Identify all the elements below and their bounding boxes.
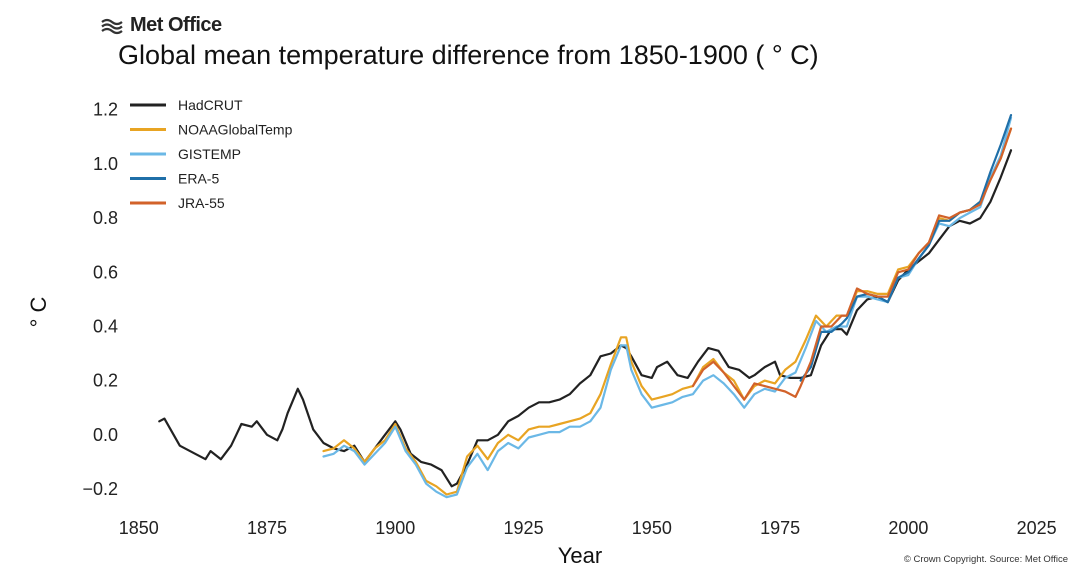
series-line-jra-55 bbox=[691, 127, 1013, 401]
x-tick-label: 1975 bbox=[760, 518, 800, 538]
x-tick-label: 1925 bbox=[504, 518, 544, 538]
legend-label: GISTEMP bbox=[178, 146, 241, 162]
y-tick-label: 1.2 bbox=[93, 100, 118, 120]
y-tick-label: 0.6 bbox=[93, 262, 118, 282]
series-line-noaaglobaltemp bbox=[322, 127, 1013, 496]
series-line-hadcrut bbox=[158, 149, 1013, 488]
y-tick-label: 0.2 bbox=[93, 371, 118, 391]
x-tick-label: 1875 bbox=[247, 518, 287, 538]
met-office-logo: Met Office bbox=[100, 14, 222, 37]
legend-label: NOAAGlobalTemp bbox=[178, 122, 293, 138]
copyright-note: © Crown Copyright. Source: Met Office bbox=[903, 554, 1068, 565]
y-tick-label: 0.4 bbox=[93, 316, 118, 336]
met-office-wave-icon bbox=[101, 18, 123, 34]
series-line-gistemp bbox=[322, 116, 1013, 499]
y-tick-label: 0.8 bbox=[93, 208, 118, 228]
x-tick-label: 1850 bbox=[119, 518, 159, 538]
y-axis-title: ° C bbox=[26, 296, 51, 327]
chart-title: Global mean temperature difference from … bbox=[118, 40, 819, 70]
series-line-era-5 bbox=[799, 113, 1013, 382]
legend-label: JRA-55 bbox=[178, 195, 225, 211]
legend-label: ERA-5 bbox=[178, 171, 219, 187]
x-tick-label: 2025 bbox=[1017, 518, 1057, 538]
met-office-logo-text: Met Office bbox=[130, 14, 222, 36]
x-tick-label: 2000 bbox=[888, 518, 928, 538]
y-tick-label: 1.0 bbox=[93, 154, 118, 174]
y-tick-label: −0.2 bbox=[82, 479, 118, 499]
x-axis-title: Year bbox=[558, 543, 602, 568]
y-tick-label: 0.0 bbox=[93, 425, 118, 445]
x-tick-label: 1900 bbox=[375, 518, 415, 538]
legend-label: HadCRUT bbox=[178, 97, 243, 113]
x-tick-label: 1950 bbox=[632, 518, 672, 538]
